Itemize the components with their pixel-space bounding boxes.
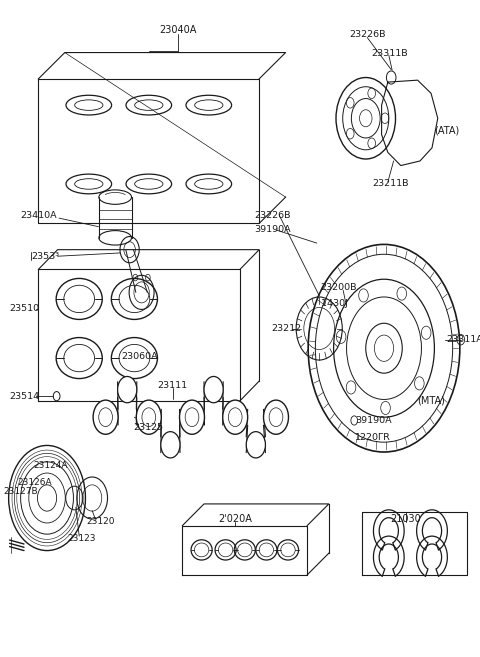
Circle shape bbox=[185, 408, 199, 426]
Circle shape bbox=[228, 408, 242, 426]
Text: 2'020A: 2'020A bbox=[218, 514, 252, 524]
Text: 23060A: 23060A bbox=[121, 351, 157, 361]
Text: 39190A: 39190A bbox=[254, 225, 291, 235]
Polygon shape bbox=[202, 382, 226, 409]
Circle shape bbox=[99, 408, 112, 426]
Text: 39190A: 39190A bbox=[355, 416, 392, 425]
Circle shape bbox=[161, 432, 180, 458]
Text: (ATA): (ATA) bbox=[434, 125, 460, 135]
Text: 23211B: 23211B bbox=[372, 179, 408, 189]
Text: 23120: 23120 bbox=[86, 516, 115, 526]
Text: 23200B: 23200B bbox=[321, 283, 357, 292]
Text: 23311A: 23311A bbox=[446, 335, 480, 344]
Text: 23212: 23212 bbox=[271, 324, 301, 333]
Circle shape bbox=[118, 376, 137, 403]
Text: 23410A: 23410A bbox=[20, 211, 57, 220]
Circle shape bbox=[269, 408, 283, 426]
Text: 23125: 23125 bbox=[134, 423, 164, 432]
Polygon shape bbox=[126, 250, 147, 292]
Text: 23514: 23514 bbox=[10, 392, 40, 401]
Text: 23111: 23111 bbox=[158, 381, 188, 390]
Text: 2353³: 2353³ bbox=[31, 252, 60, 261]
Circle shape bbox=[180, 400, 204, 434]
Text: 23311B: 23311B bbox=[371, 49, 408, 58]
Circle shape bbox=[142, 408, 156, 426]
Polygon shape bbox=[115, 382, 139, 409]
Text: 23127B: 23127B bbox=[4, 487, 38, 496]
Circle shape bbox=[204, 376, 223, 403]
Circle shape bbox=[246, 432, 265, 458]
Text: 1430J: 1430J bbox=[321, 299, 349, 308]
Circle shape bbox=[223, 400, 248, 434]
Circle shape bbox=[136, 400, 161, 434]
Text: 23124A: 23124A bbox=[33, 461, 68, 470]
Text: 23126A: 23126A bbox=[17, 478, 52, 487]
Text: 23226B: 23226B bbox=[349, 30, 386, 39]
Text: (MTA): (MTA) bbox=[418, 396, 445, 406]
Text: 23226B: 23226B bbox=[254, 211, 291, 220]
Circle shape bbox=[93, 400, 118, 434]
Text: 23123: 23123 bbox=[67, 534, 96, 543]
Text: 1220ΓR: 1220ΓR bbox=[355, 433, 391, 442]
Text: 23040A: 23040A bbox=[159, 24, 196, 35]
Polygon shape bbox=[244, 409, 268, 453]
Text: 23510: 23510 bbox=[10, 304, 40, 313]
Text: 21030: 21030 bbox=[390, 514, 421, 524]
Circle shape bbox=[264, 400, 288, 434]
Polygon shape bbox=[158, 409, 182, 453]
